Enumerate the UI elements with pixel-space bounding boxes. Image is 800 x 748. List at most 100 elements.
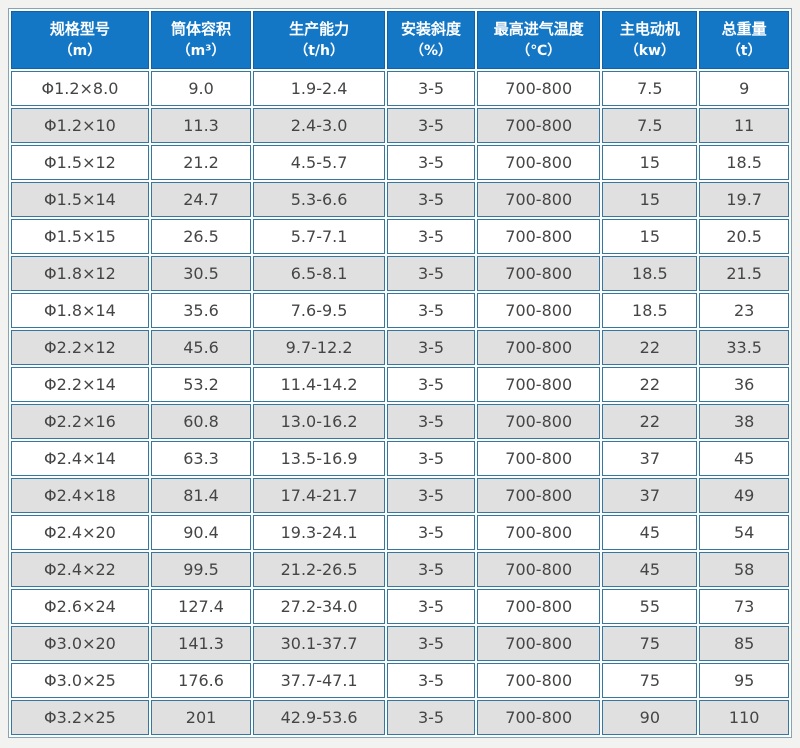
table-cell: 3-5 bbox=[386, 552, 476, 587]
table-cell: 36 bbox=[699, 367, 789, 402]
table-cell: 27.2-34.0 bbox=[253, 589, 385, 624]
table-cell: Φ1.8×12 bbox=[11, 256, 149, 291]
table-cell: 3-5 bbox=[386, 663, 476, 698]
table-cell: 60.8 bbox=[150, 404, 252, 439]
table-cell: 700-800 bbox=[477, 663, 601, 698]
table-cell: 37.7-47.1 bbox=[253, 663, 385, 698]
table-cell: 700-800 bbox=[477, 626, 601, 661]
table-cell: 3-5 bbox=[386, 108, 476, 143]
table-cell: 22 bbox=[602, 367, 698, 402]
table-cell: 11.3 bbox=[150, 108, 252, 143]
table-row: Φ2.4×18 81.4 17.4-21.7 3-5 700-800 37 49 bbox=[11, 478, 789, 513]
table-cell: 18.5 bbox=[602, 256, 698, 291]
table-cell: 17.4-21.7 bbox=[253, 478, 385, 513]
table-cell: 22 bbox=[602, 404, 698, 439]
table-cell: 37 bbox=[602, 478, 698, 513]
table-cell: Φ2.4×22 bbox=[11, 552, 149, 587]
column-label: 主电动机 bbox=[619, 19, 680, 38]
table-cell: 38 bbox=[699, 404, 789, 439]
table-cell: 3-5 bbox=[386, 404, 476, 439]
table-cell: 700-800 bbox=[477, 552, 601, 587]
column-header: 主电动机 （kw） bbox=[602, 11, 698, 69]
table-row: Φ1.8×14 35.6 7.6-9.5 3-5 700-800 18.5 23 bbox=[11, 293, 789, 328]
table-cell: 19.7 bbox=[699, 182, 789, 217]
table-cell: 700-800 bbox=[477, 256, 601, 291]
table-row: Φ1.2×8.0 9.0 1.9-2.4 3-5 700-800 7.5 9 bbox=[11, 71, 789, 106]
table-cell: 700-800 bbox=[477, 71, 601, 106]
table-cell: 21.5 bbox=[699, 256, 789, 291]
table-row: Φ2.6×24 127.4 27.2-34.0 3-5 700-800 55 73 bbox=[11, 589, 789, 624]
table-cell: Φ1.5×12 bbox=[11, 145, 149, 180]
column-label: 生产能力 bbox=[289, 19, 350, 38]
table-row: Φ2.2×12 45.6 9.7-12.2 3-5 700-800 22 33.5 bbox=[11, 330, 789, 365]
table-row: Φ1.2×10 11.3 2.4-3.0 3-5 700-800 7.5 11 bbox=[11, 108, 789, 143]
table-row: Φ2.4×14 63.3 13.5-16.9 3-5 700-800 37 45 bbox=[11, 441, 789, 476]
table-cell: 37 bbox=[602, 441, 698, 476]
table-cell: 3-5 bbox=[386, 330, 476, 365]
column-label: 规格型号 bbox=[49, 19, 110, 38]
table-cell: 7.5 bbox=[602, 71, 698, 106]
table-cell: 1.9-2.4 bbox=[253, 71, 385, 106]
table-cell: Φ2.4×14 bbox=[11, 441, 149, 476]
table-cell: 201 bbox=[150, 700, 252, 735]
table-cell: 5.7-7.1 bbox=[253, 219, 385, 254]
table-row: Φ3.0×25 176.6 37.7-47.1 3-5 700-800 75 95 bbox=[11, 663, 789, 698]
table-cell: Φ1.2×10 bbox=[11, 108, 149, 143]
table-cell: 700-800 bbox=[477, 219, 601, 254]
table-cell: 15 bbox=[602, 219, 698, 254]
table-cell: 45 bbox=[602, 552, 698, 587]
table-cell: 3-5 bbox=[386, 367, 476, 402]
table-cell: 3-5 bbox=[386, 441, 476, 476]
table-cell: 700-800 bbox=[477, 293, 601, 328]
table-cell: 3-5 bbox=[386, 700, 476, 735]
table-cell: 13.0-16.2 bbox=[253, 404, 385, 439]
column-header: 规格型号 （m） bbox=[11, 11, 149, 69]
table-cell: 700-800 bbox=[477, 404, 601, 439]
column-unit: （kw） bbox=[624, 42, 675, 59]
table-cell: 21.2-26.5 bbox=[253, 552, 385, 587]
table-cell: 55 bbox=[602, 589, 698, 624]
column-unit: （t/h） bbox=[294, 42, 344, 59]
table-cell: 42.9-53.6 bbox=[253, 700, 385, 735]
table-cell: 75 bbox=[602, 626, 698, 661]
table-cell: 26.5 bbox=[150, 219, 252, 254]
table-row: Φ1.8×12 30.5 6.5-8.1 3-5 700-800 18.5 21.5 bbox=[11, 256, 789, 291]
table-cell: Φ2.2×14 bbox=[11, 367, 149, 402]
table-cell: 19.3-24.1 bbox=[253, 515, 385, 550]
table-cell: 54 bbox=[699, 515, 789, 550]
table-cell: 24.7 bbox=[150, 182, 252, 217]
table-cell: 700-800 bbox=[477, 515, 601, 550]
header-row: 规格型号 （m） 筒体容积 （m³） 生产能力 （t/h） 安装斜度 （%） 最高进气温度 （℃）… bbox=[11, 11, 789, 69]
table-cell: 7.6-9.5 bbox=[253, 293, 385, 328]
table-cell: 127.4 bbox=[150, 589, 252, 624]
column-unit: （m³） bbox=[176, 42, 226, 59]
table-header: 规格型号 （m） 筒体容积 （m³） 生产能力 （t/h） 安装斜度 （%） 最高进气温度 （℃）… bbox=[11, 11, 789, 69]
table-cell: 35.6 bbox=[150, 293, 252, 328]
column-header: 筒体容积 （m³） bbox=[150, 11, 252, 69]
column-unit: （m） bbox=[58, 42, 102, 59]
column-label: 最高进气温度 bbox=[493, 19, 584, 38]
column-header: 安装斜度 （%） bbox=[386, 11, 476, 69]
table-cell: 9.7-12.2 bbox=[253, 330, 385, 365]
table-row: Φ1.5×14 24.7 5.3-6.6 3-5 700-800 15 19.7 bbox=[11, 182, 789, 217]
table-cell: Φ1.2×8.0 bbox=[11, 71, 149, 106]
table-cell: 700-800 bbox=[477, 367, 601, 402]
table-cell: 9 bbox=[699, 71, 789, 106]
table-cell: 53.2 bbox=[150, 367, 252, 402]
table-row: Φ3.0×20 141.3 30.1-37.7 3-5 700-800 75 85 bbox=[11, 626, 789, 661]
table-cell: 58 bbox=[699, 552, 789, 587]
table-cell: 73 bbox=[699, 589, 789, 624]
table-cell: 90.4 bbox=[150, 515, 252, 550]
column-header: 最高进气温度 （℃） bbox=[477, 11, 601, 69]
table-cell: Φ1.5×15 bbox=[11, 219, 149, 254]
table-cell: 18.5 bbox=[699, 145, 789, 180]
table-cell: Φ2.4×20 bbox=[11, 515, 149, 550]
table-row: Φ2.4×22 99.5 21.2-26.5 3-5 700-800 45 58 bbox=[11, 552, 789, 587]
table-cell: 700-800 bbox=[477, 330, 601, 365]
table-cell: 23 bbox=[699, 293, 789, 328]
table-cell: 15 bbox=[602, 145, 698, 180]
table-cell: 3-5 bbox=[386, 182, 476, 217]
table-cell: 176.6 bbox=[150, 663, 252, 698]
table-cell: 33.5 bbox=[699, 330, 789, 365]
